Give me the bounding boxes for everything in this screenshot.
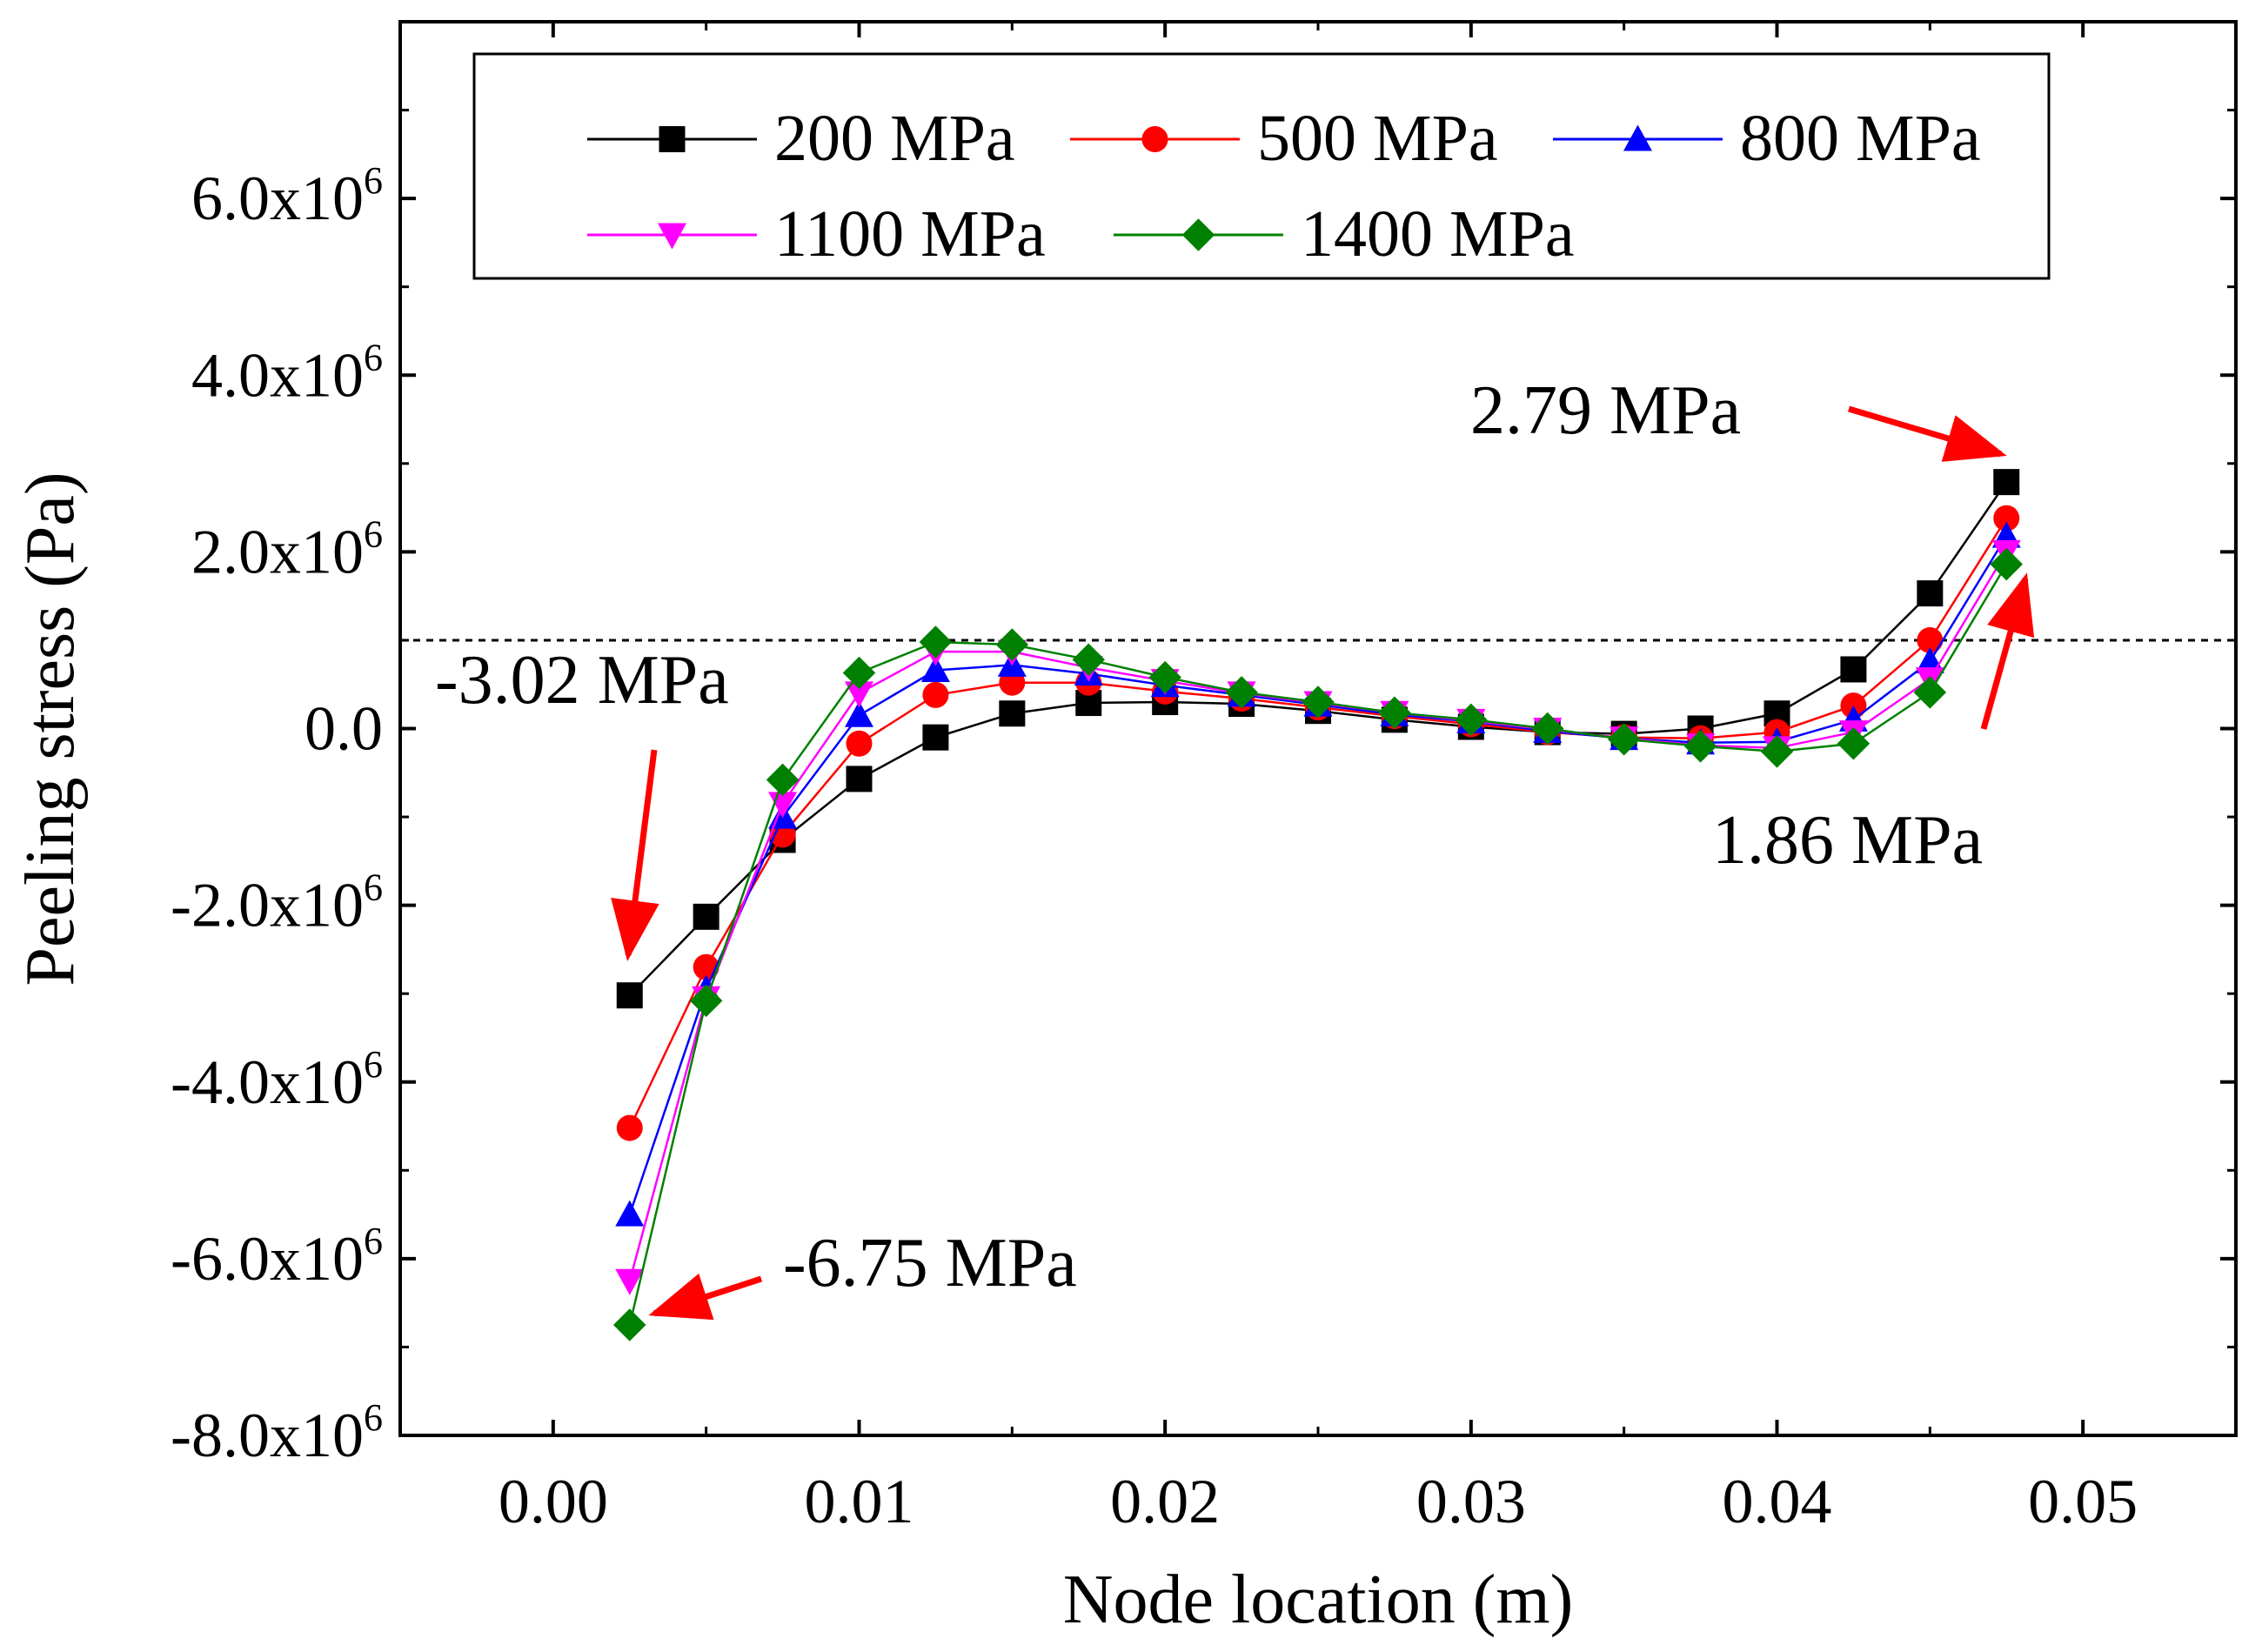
data-point — [615, 1200, 645, 1227]
legend-marker — [659, 126, 686, 152]
data-point — [922, 681, 949, 708]
data-point — [1302, 686, 1335, 719]
legend-label-200: 200 MPa — [774, 102, 1015, 175]
data-point — [615, 1268, 645, 1295]
axis-layer: 0.00 0.01 0.02 0.03 0.04 0.05 -8.0x106 -6.0x106… — [171, 22, 2236, 1536]
data-point — [1993, 469, 2020, 496]
y-tick-label: -6.0x106 — [171, 1220, 383, 1294]
annotation-max-1400: 1.86 MPa — [1712, 802, 1983, 879]
y-tick-label: -4.0x106 — [171, 1043, 383, 1117]
data-point — [1683, 730, 1717, 763]
data-point — [845, 700, 873, 727]
annotation-max-200: 2.79 MPa — [1470, 372, 1741, 449]
data-point — [693, 903, 719, 930]
data-point — [1072, 643, 1105, 677]
annotation-arrow-min-200 — [611, 749, 659, 961]
y-tick-label: 6.0x106 — [191, 159, 383, 233]
data-point — [689, 984, 723, 1018]
y-axis-title: Peeling stress (Pa) — [12, 472, 89, 986]
x-tick-label: 0.00 — [499, 1467, 608, 1536]
legend-label-1400: 1400 MPa — [1301, 197, 1575, 271]
x-tick-label: 0.04 — [1723, 1467, 1832, 1536]
series-line — [628, 481, 2008, 997]
data-point — [766, 763, 800, 797]
data-point — [1840, 656, 1867, 683]
data-point — [922, 724, 949, 751]
data-point — [999, 700, 1026, 727]
data-point — [1225, 676, 1258, 709]
legend-label-800: 800 MPa — [1740, 102, 1981, 175]
annotations: 2.79 MPa -3.02 MPa -6.75 MPa 1.86 MPa — [435, 372, 2035, 1321]
data-point — [1990, 547, 2023, 581]
data-point — [1993, 505, 2020, 532]
y-tick-label: -2.0x106 — [171, 866, 383, 940]
legend-box — [472, 52, 2051, 280]
annotation-min-200: -3.02 MPa — [435, 642, 729, 719]
data-point — [995, 628, 1029, 661]
legend: 200 MPa 500 MPa 800 MPa 1100 MPa 1400 MP… — [472, 52, 2051, 280]
data-point — [1917, 626, 1944, 653]
legend-marker — [1623, 124, 1652, 151]
data-point — [846, 730, 873, 757]
series-1100-mpa — [615, 539, 2021, 1295]
y-tick-label: 0.0 — [304, 694, 383, 764]
data-point — [846, 766, 873, 793]
data-point — [1531, 712, 1564, 746]
x-tick-label: 0.05 — [2028, 1467, 2138, 1536]
series-layer — [613, 469, 2023, 1341]
series-1400-mpa — [613, 547, 2023, 1341]
data-point — [1607, 722, 1641, 756]
series-line — [628, 563, 2008, 1326]
data-point — [1760, 735, 1794, 768]
data-point — [1913, 676, 1947, 709]
data-point — [1148, 660, 1181, 694]
x-tick-label: 0.03 — [1416, 1467, 1526, 1536]
data-point — [920, 655, 950, 682]
legend-marker — [1141, 126, 1168, 152]
series-line — [628, 551, 2008, 1281]
data-point — [1917, 580, 1944, 607]
data-point — [1455, 703, 1488, 737]
annotation-arrow-max-200 — [1848, 405, 2007, 462]
annotation-arrow-max-1400 — [1980, 572, 2035, 730]
data-point — [616, 1114, 643, 1141]
legend-marker — [1181, 218, 1215, 251]
y-tick-label: 2.0x106 — [191, 512, 383, 586]
data-point — [616, 982, 643, 1009]
annotation-min-1400: -6.75 MPa — [783, 1225, 1077, 1301]
legend-label-1100: 1100 MPa — [774, 197, 1046, 271]
y-tick-label: 4.0x106 — [191, 336, 383, 410]
x-axis-title: Node location (m) — [1063, 1562, 1573, 1638]
data-point — [919, 625, 953, 659]
data-point — [1378, 696, 1411, 729]
annotation-arrow-min-1400 — [648, 1273, 763, 1321]
data-point — [1837, 727, 1870, 760]
x-tick-label: 0.01 — [805, 1467, 914, 1536]
x-tick-label: 0.02 — [1110, 1467, 1220, 1536]
data-point — [845, 681, 873, 708]
data-point — [613, 1308, 646, 1341]
legend-marker — [658, 223, 686, 250]
data-point — [842, 656, 876, 690]
y-tick-label: -8.0x106 — [171, 1396, 383, 1470]
legend-label-500: 500 MPa — [1257, 102, 1498, 175]
